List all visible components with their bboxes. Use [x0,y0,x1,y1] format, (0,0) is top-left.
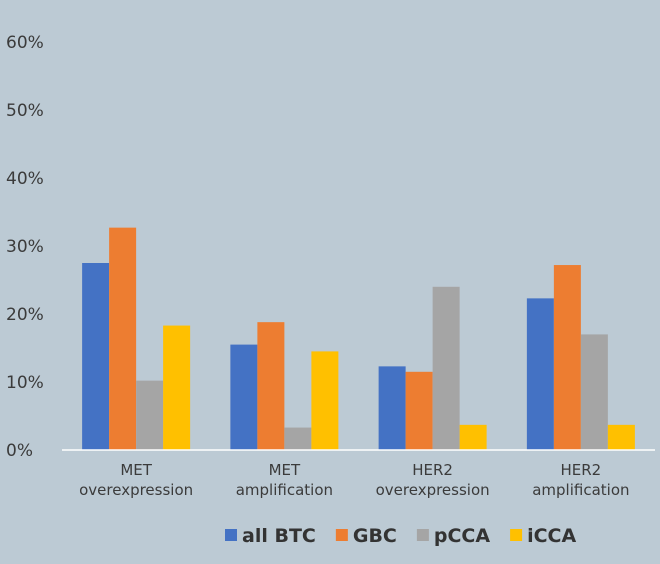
bar-gbc [405,371,433,450]
legend-label: pCCA [434,525,490,547]
bar-pcca [284,427,312,450]
bar-all-btc [82,263,110,450]
legend-swatch [335,529,348,541]
legend-swatch [416,529,429,541]
y-tick-label: 50% [6,101,44,121]
y-tick-label: 20% [6,305,44,325]
y-tick-label: 60% [6,33,44,53]
legend-label: all BTC [242,525,316,547]
bar-all-btc [526,298,554,450]
legend-label: GBC [353,525,397,547]
y-tick-label: 40% [6,169,44,189]
legend-label: iCCA [527,525,576,547]
legend-swatch [510,529,523,541]
bars [82,227,635,450]
bar-gbc [109,227,137,450]
legend-swatch [225,529,237,541]
y-tick-label: 0% [6,441,33,461]
x-category-label: MET overexpression [79,461,193,499]
x-category-label: HER2 overexpression [376,461,490,499]
bar-gbc [553,265,581,450]
x-category-label: MET amplification [236,461,333,499]
bar-icca [163,325,191,450]
legend: all BTC GBC pCCA iCCA [225,525,576,547]
category-labels: MET overexpression MET amplification HER2 ove… [79,461,629,499]
bar-pcca [580,334,608,450]
bar-icca [459,424,487,450]
x-category-label: HER2 amplification [532,461,629,499]
bar-icca [311,351,339,450]
bar-icca [607,424,635,450]
bar-pcca [432,286,460,450]
bar-all-btc [378,366,406,450]
bar-pcca [136,380,164,450]
bar-all-btc [230,344,258,450]
y-axis-ticks: 0% 10% 20% 30% 40% 50% 60% [6,33,44,461]
y-tick-label: 10% [6,373,44,393]
bar-gbc [257,322,285,450]
y-tick-label: 30% [6,237,44,257]
